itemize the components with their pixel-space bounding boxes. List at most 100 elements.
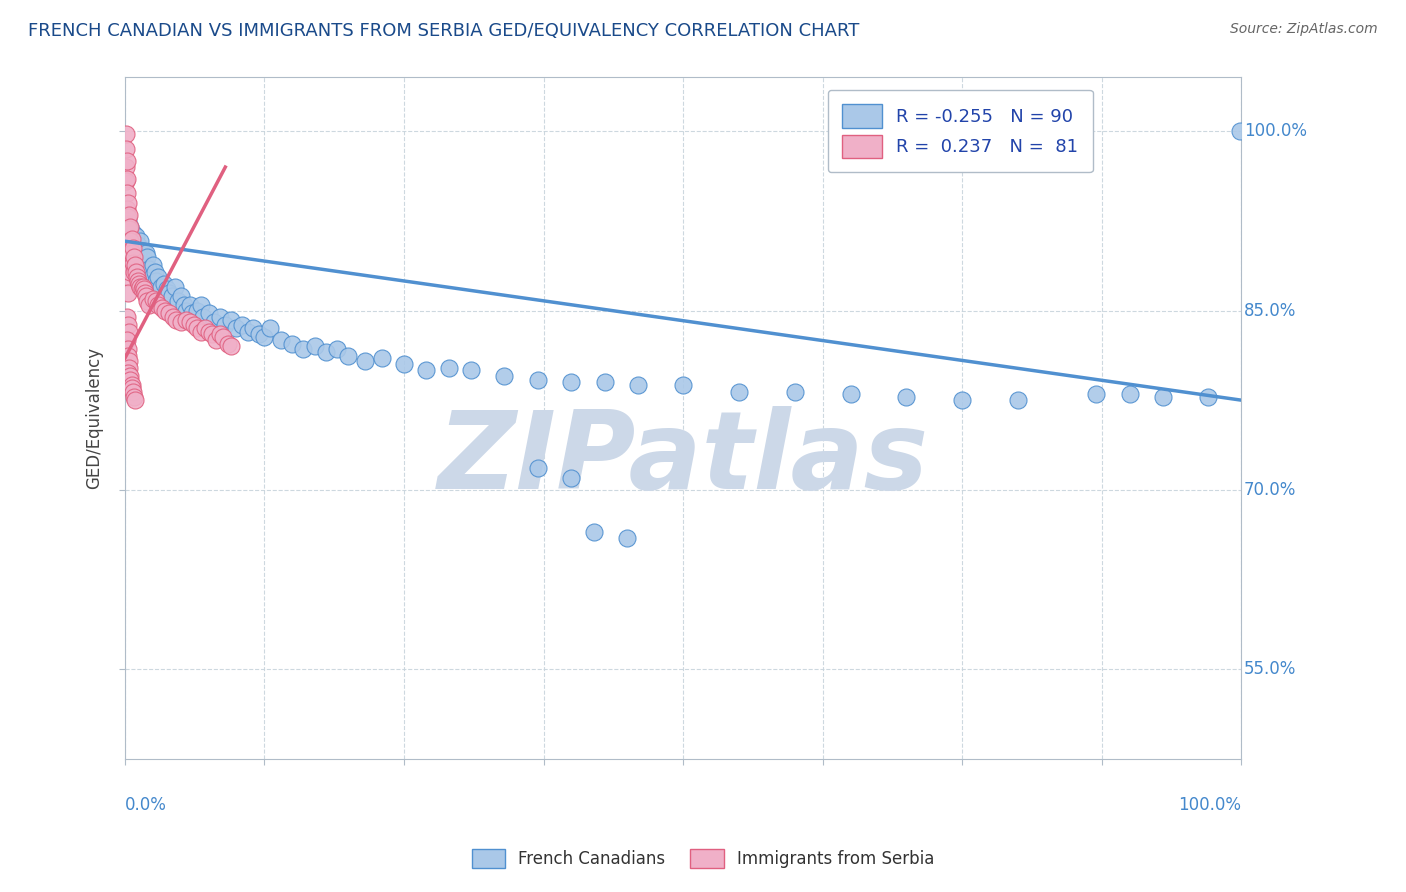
Legend: French Canadians, Immigrants from Serbia: French Canadians, Immigrants from Serbia: [465, 842, 941, 875]
Point: [1085, 387, 1108, 401]
Point: [131, 261, 153, 276]
Point: [127, 256, 149, 270]
Point: [149, 279, 172, 293]
Text: ZIPatlas: ZIPatlas: [437, 406, 929, 512]
Point: [190, 297, 212, 311]
Point: [121, 250, 143, 264]
Point: [217, 337, 239, 351]
Point: [839, 387, 862, 401]
Point: [138, 261, 160, 276]
Point: [225, 321, 247, 335]
Point: [253, 330, 276, 344]
Point: [180, 306, 202, 320]
Point: [117, 196, 139, 211]
Point: [132, 253, 155, 268]
Point: [145, 293, 167, 308]
Point: [117, 214, 139, 228]
Point: [392, 357, 415, 371]
Text: 70.0%: 70.0%: [1244, 481, 1296, 499]
Point: [129, 234, 152, 248]
Point: [125, 237, 148, 252]
Point: [169, 289, 191, 303]
Point: [118, 353, 141, 368]
Point: [121, 256, 143, 270]
Point: [118, 360, 141, 375]
Point: [370, 351, 392, 366]
Point: [117, 342, 139, 356]
Point: [1119, 387, 1142, 401]
Point: [117, 256, 139, 270]
Text: 100.0%: 100.0%: [1244, 122, 1306, 140]
Point: [120, 237, 142, 252]
Point: [142, 292, 165, 306]
Point: [219, 339, 242, 353]
Point: [117, 349, 139, 363]
Point: [148, 270, 170, 285]
Point: [191, 310, 214, 324]
Text: FRENCH CANADIAN VS IMMIGRANTS FROM SERBIA GED/EQUIVALENCY CORRELATION CHART: FRENCH CANADIAN VS IMMIGRANTS FROM SERBI…: [28, 22, 859, 40]
Point: [326, 342, 349, 356]
Point: [194, 321, 217, 335]
Point: [179, 297, 201, 311]
Point: [337, 349, 360, 363]
Point: [120, 373, 142, 387]
Point: [208, 310, 231, 324]
Point: [415, 363, 437, 377]
Point: [127, 270, 149, 285]
Point: [292, 342, 315, 356]
Point: [122, 250, 145, 264]
Point: [125, 265, 148, 279]
Point: [120, 234, 142, 248]
Point: [186, 303, 208, 318]
Point: [120, 369, 142, 384]
Point: [143, 265, 166, 279]
Point: [160, 289, 183, 303]
Point: [174, 303, 197, 318]
Point: [231, 318, 253, 332]
Point: [1229, 124, 1251, 138]
Point: [560, 376, 582, 390]
Point: [208, 327, 231, 342]
Point: [134, 258, 156, 272]
Point: [135, 246, 157, 260]
Text: 0.0%: 0.0%: [125, 797, 167, 814]
Point: [616, 531, 638, 545]
Point: [896, 390, 918, 404]
Point: [128, 244, 150, 258]
Point: [121, 241, 143, 255]
Point: [138, 297, 160, 311]
Point: [122, 390, 145, 404]
Point: [270, 334, 292, 348]
Point: [148, 297, 170, 311]
Point: [183, 318, 205, 332]
Point: [131, 279, 153, 293]
Point: [122, 265, 145, 279]
Point: [117, 366, 139, 380]
Point: [179, 316, 201, 330]
Point: [627, 377, 650, 392]
Point: [128, 277, 150, 292]
Point: [174, 313, 197, 327]
Point: [131, 244, 153, 258]
Point: [783, 384, 806, 399]
Point: [136, 261, 159, 276]
Point: [460, 363, 482, 377]
Point: [593, 376, 616, 390]
Point: [304, 339, 326, 353]
Text: 55.0%: 55.0%: [1244, 660, 1296, 678]
Point: [131, 282, 153, 296]
Point: [1197, 390, 1219, 404]
Point: [115, 334, 138, 348]
Point: [437, 360, 460, 375]
Point: [121, 381, 143, 395]
Point: [527, 373, 550, 387]
Point: [115, 310, 138, 324]
Point: [281, 337, 304, 351]
Point: [117, 244, 139, 258]
Point: [115, 154, 138, 169]
Point: [121, 232, 143, 246]
Point: [527, 461, 550, 475]
Point: [124, 393, 146, 408]
Text: 100.0%: 100.0%: [1178, 797, 1241, 814]
Point: [115, 142, 138, 156]
